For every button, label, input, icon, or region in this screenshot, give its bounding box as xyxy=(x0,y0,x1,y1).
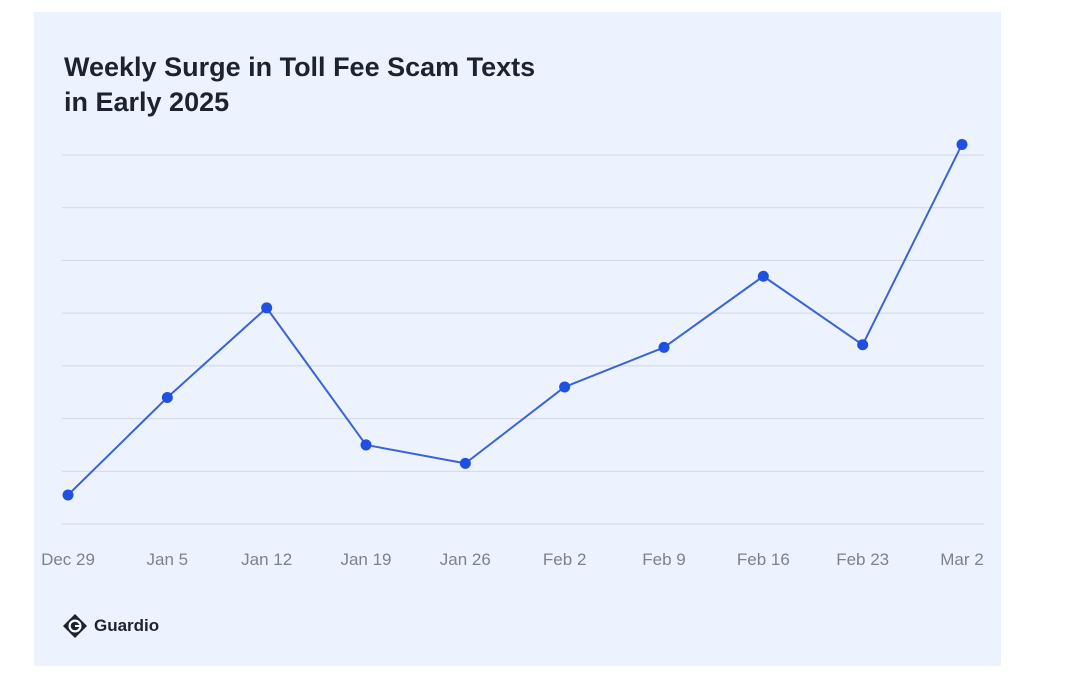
data-point xyxy=(956,138,968,150)
data-point xyxy=(261,302,273,314)
x-tick-label: Jan 12 xyxy=(241,550,292,569)
x-axis-tick-labels: Dec 29 Jan 5 Jan 12 Jan 19 Jan 26 Feb 2 Feb 9 F… xyxy=(41,550,984,569)
x-tick-label: Feb 23 xyxy=(836,550,889,569)
brand-logo: Guardio xyxy=(62,612,159,640)
data-point xyxy=(161,391,173,403)
guardio-logo-icon xyxy=(63,614,87,638)
x-tick-label: Jan 26 xyxy=(440,550,491,569)
x-tick-label: Jan 19 xyxy=(340,550,391,569)
gridlines xyxy=(62,154,984,525)
data-point xyxy=(459,457,471,469)
data-point xyxy=(62,489,74,501)
x-tick-label: Feb 9 xyxy=(642,550,685,569)
x-tick-label: Jan 5 xyxy=(147,550,189,569)
chart-title: Weekly Surge in Toll Fee Scam Texts in E… xyxy=(64,52,536,117)
brand-name: Guardio xyxy=(94,616,160,635)
data-point xyxy=(559,381,571,393)
data-point xyxy=(757,270,769,282)
series-line xyxy=(67,144,963,496)
chart-card: Weekly Surge in Toll Fee Scam Texts in E… xyxy=(34,12,1001,666)
x-tick-label: Feb 2 xyxy=(543,550,586,569)
data-point xyxy=(360,439,372,451)
data-point xyxy=(658,341,670,353)
series-layer xyxy=(62,138,968,501)
line-chart: Dec 29 Jan 5 Jan 12 Jan 19 Jan 26 Feb 2 Feb 9 F… xyxy=(41,138,984,569)
data-point xyxy=(857,339,869,351)
x-tick-label: Feb 16 xyxy=(737,550,790,569)
x-tick-label: Mar 2 xyxy=(940,550,983,569)
x-tick-label: Dec 29 xyxy=(41,550,95,569)
